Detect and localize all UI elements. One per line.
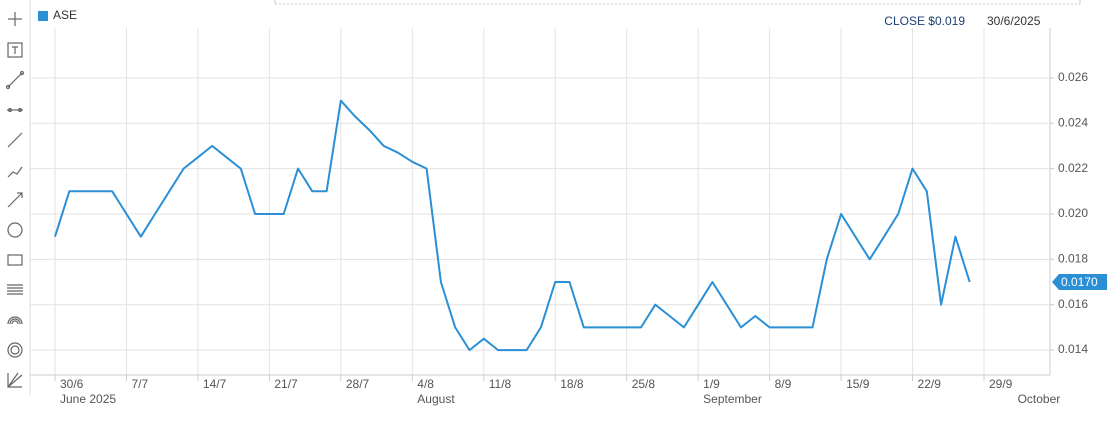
x-group-label: August: [417, 392, 455, 406]
horizontal-line-tool[interactable]: [7, 107, 23, 113]
price-line: [54, 99, 971, 352]
x-tick-label: 29/9: [989, 377, 1013, 391]
legend-label: ASE: [53, 8, 77, 22]
circle-tool[interactable]: [7, 222, 23, 238]
y-tick-label: 0.020: [1058, 206, 1088, 220]
gann-tool[interactable]: [7, 372, 23, 388]
x-group-label: September: [703, 392, 762, 406]
spiral-tool[interactable]: [7, 342, 23, 358]
x-tick-label: 7/7: [131, 377, 148, 391]
arrow-tool[interactable]: [7, 192, 23, 208]
x-tick-label: 30/6: [60, 377, 84, 391]
x-tick-label: 4/8: [417, 377, 434, 391]
x-tick-label: 1/9: [703, 377, 720, 391]
x-tick-label: 25/8: [632, 377, 656, 391]
ray-tool[interactable]: [7, 132, 23, 148]
y-tick-label: 0.024: [1058, 115, 1088, 129]
last-value-label: 0.0170: [1061, 275, 1098, 289]
y-tick-label: 0.026: [1058, 70, 1088, 84]
x-tick-label: 8/9: [775, 377, 792, 391]
x-tick-label: 21/7: [274, 377, 298, 391]
toolbar: [5, 0, 31, 395]
last-value-tag: [1052, 274, 1107, 291]
crosshair-tool[interactable]: [8, 12, 22, 26]
x-tick-label: 15/9: [846, 377, 870, 391]
header-date: 30/6/2025: [987, 14, 1041, 28]
x-tick-label: 14/7: [203, 377, 227, 391]
x-tick-label: 18/8: [560, 377, 584, 391]
x-tick-label: 11/8: [489, 377, 512, 391]
y-tick-label: 0.014: [1058, 342, 1088, 356]
x-tick-label: 28/7: [346, 377, 370, 391]
x-group-label: June 2025: [60, 392, 116, 406]
x-tick-label: 22/9: [918, 377, 942, 391]
y-tick-label: 0.016: [1058, 297, 1088, 311]
channel-tool[interactable]: [7, 166, 23, 178]
fibonacci-tool[interactable]: [7, 284, 23, 295]
legend-swatch: [38, 11, 48, 21]
grid: [30, 28, 1050, 375]
trend-line-tool[interactable]: [5, 70, 25, 90]
x-group-label: October: [1018, 392, 1061, 406]
rectangle-tool[interactable]: [7, 254, 23, 266]
fan-tool[interactable]: [7, 316, 23, 325]
y-tick-label: 0.018: [1058, 252, 1088, 266]
close-label: CLOSE $0.019: [884, 14, 965, 28]
y-tick-label: 0.022: [1058, 161, 1088, 175]
text-tool[interactable]: [7, 42, 23, 58]
